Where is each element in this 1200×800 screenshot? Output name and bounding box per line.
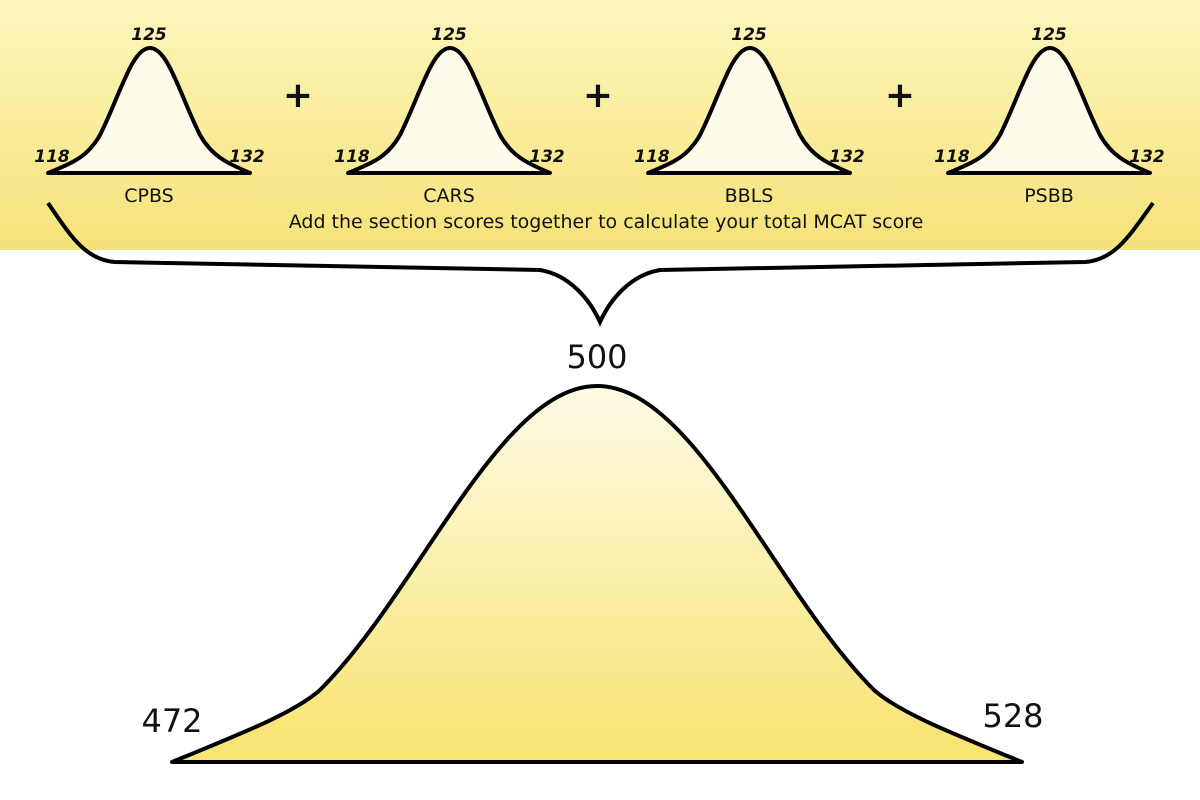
section-max-label: 132 [229,147,265,167]
total-max-label: 528 [982,697,1043,735]
section-mean-label: 125 [731,25,767,45]
section-bbls: 125 118 132 BBLS [634,25,865,207]
plus-sign: + [885,75,915,116]
section-distribution-curve [46,46,252,175]
section-cpbs: 125 118 132 CPBS [34,25,265,207]
section-max-label: 132 [1129,147,1165,167]
total-min-label: 472 [141,702,202,740]
section-psbb: 125 118 132 PSBB [934,25,1165,207]
section-mean-label: 125 [131,25,167,45]
section-name: CPBS [124,185,174,207]
section-mean-label: 125 [431,25,467,45]
total-mean-label: 500 [566,338,627,376]
section-name: BBLS [725,185,774,207]
total-distribution-curve [170,384,1024,764]
section-mean-label: 125 [1031,25,1067,45]
section-distribution-curve [346,46,552,175]
caption: Add the section scores together to calcu… [289,211,924,233]
section-min-label: 118 [934,147,970,167]
section-max-label: 132 [829,147,865,167]
plus-sign: + [583,75,613,116]
header-band [0,0,1200,250]
section-name: CARS [423,185,475,207]
section-distribution-curve [946,46,1152,175]
section-max-label: 132 [529,147,565,167]
section-min-label: 118 [34,147,70,167]
section-name: PSBB [1024,185,1074,207]
section-min-label: 118 [634,147,670,167]
brace [46,201,1155,327]
plus-sign: + [283,75,313,116]
section-min-label: 118 [334,147,370,167]
section-distribution-curve [646,46,852,175]
section-cars: 125 118 132 CARS [334,25,565,207]
